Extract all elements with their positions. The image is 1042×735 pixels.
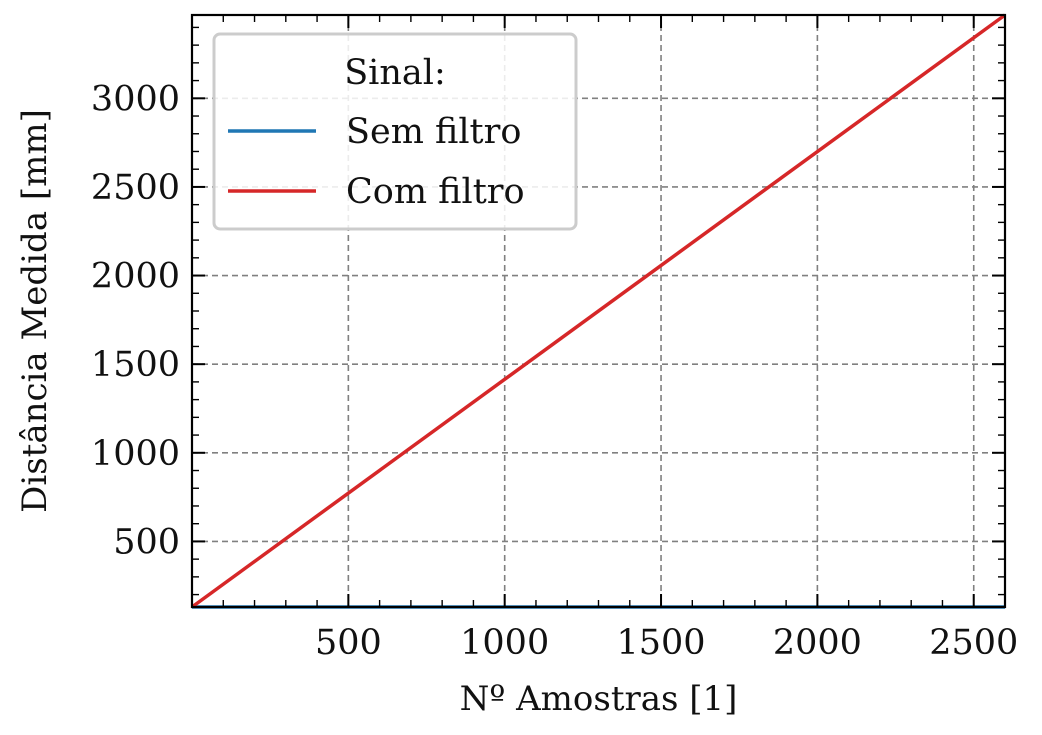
x-tick-labels: 500 1000 1500 2000 2500 [315,623,1018,663]
series-line-1 [190,13,1007,609]
y-tick-label: 2500 [91,168,180,208]
legend-label: Com filtro [346,172,525,212]
legend-box [212,32,578,231]
y-tick-labels: 500 1000 1500 2000 2500 3000 [91,79,180,562]
x-tick-label: 2000 [773,623,862,663]
y-tick-label: 500 [113,522,180,562]
axis-ticks [192,15,1005,607]
legend: Sinal: Sem filtro Com filtro [212,32,578,231]
y-tick-label: 1500 [91,345,180,385]
x-axis-label: Nº Amostras [1] [460,679,738,719]
x-tick-label: 1500 [616,623,705,663]
legend-title: Sinal: [344,53,446,93]
y-axis-label: Distância Medida [mm] [15,109,55,513]
x-tick-label: 1000 [460,623,549,663]
legend-label: Sem filtro [346,112,521,152]
x-tick-label: 2500 [929,623,1018,663]
y-tick-label: 1000 [91,434,180,474]
legend-entries: Sem filtro Com filtro [228,112,525,212]
y-tick-label: 2000 [91,257,180,297]
y-tick-label: 3000 [91,79,180,119]
x-tick-label: 500 [315,623,382,663]
